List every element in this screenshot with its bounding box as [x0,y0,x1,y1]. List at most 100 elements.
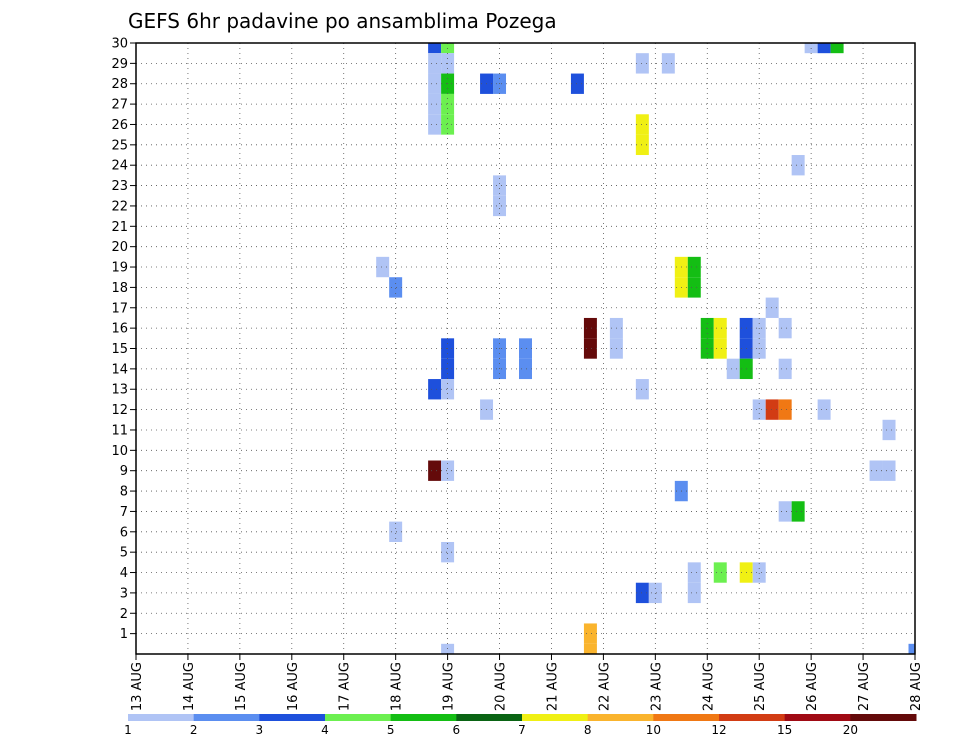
heatmap-cell [389,277,403,298]
heatmap-cell [583,643,597,654]
colorbar-label: 10 [646,723,661,737]
y-tick-label: 6 [120,525,128,540]
x-tick-label: 18 AUG [390,662,405,711]
heatmap-cell [752,399,766,420]
heatmap-cell [713,562,727,583]
y-tick-label: 15 [111,342,128,357]
heatmap-cell [687,277,701,298]
heatmap-cell [428,73,442,94]
x-tick-label: 28 AUG [909,662,924,711]
heatmap-cell [713,317,727,339]
heatmap-cell [635,379,649,400]
heatmap-cell [687,562,701,583]
colorbar-label: 8 [584,723,592,737]
heatmap-cell [376,256,390,278]
heatmap-cell [493,175,507,196]
y-tick-label: 23 [111,179,128,194]
y-tick-label: 26 [111,118,128,133]
colorbar: 1 2 3 4 5 6 7 8 10 12 15 20 [124,714,917,737]
colorbar-label: 6 [453,723,461,737]
heatmap-cell [583,338,597,359]
y-tick-label: 20 [111,240,128,255]
x-tick-label: 19 AUG [442,662,457,711]
colorbar-label: 5 [387,723,395,737]
colorbar-label: 1 [124,723,132,737]
heatmap-cell [778,399,792,420]
heatmap-cell [635,134,649,156]
heatmap-cell [752,562,766,583]
heatmap-cell [778,501,792,522]
heatmap-cell [441,379,455,400]
x-tick-label: 15 AUG [234,662,249,711]
heatmap-cell [428,114,442,135]
heatmap-cell [713,338,727,359]
heatmap-cell [428,93,442,115]
heatmap-cell [765,399,779,420]
colorbar-segment [784,714,851,721]
y-tick-label: 21 [111,220,128,235]
heatmap-cell [817,43,831,54]
heatmap-cell [726,358,740,380]
heatmap-cell [648,582,662,604]
y-tick-label: 5 [120,546,128,561]
y-tick-label: 4 [120,566,128,581]
heatmap-cell [583,317,597,339]
heatmap-cell [791,501,805,522]
heatmap-cell [441,114,455,135]
heatmap-cell [441,93,455,115]
y-tick-label: 27 [111,98,128,113]
y-tick-label: 3 [120,586,128,601]
chart-title: GEFS 6hr padavine po ansamblima Pozega [128,9,557,33]
colorbar-segment [719,714,786,721]
x-axis: 13 AUG 14 AUG 15 AUG 16 AUG 17 AUG 18 AUG 19 A… [130,654,924,711]
heatmap-cell [635,114,649,135]
heatmap-cells [376,43,915,654]
y-tick-label: 2 [120,607,128,622]
y-tick-label: 9 [120,464,128,479]
y-tick-label: 1 [120,627,128,642]
colorbar-label: 3 [256,723,264,737]
heatmap-cell [428,43,442,54]
y-tick-label: 14 [111,362,128,377]
x-tick-label: 14 AUG [182,662,197,711]
heatmap-cell [778,358,792,380]
heatmap-cell [493,195,507,217]
y-tick-label: 19 [111,261,128,276]
colorbar-label: 12 [711,723,726,737]
colorbar-segment [456,714,523,721]
heatmap-cell [908,643,915,654]
heatmap-cell [583,623,597,644]
y-tick-label: 22 [111,199,128,214]
y-tick-label: 11 [111,423,128,438]
colorbar-segment [325,714,392,721]
heatmap-cell [687,256,701,278]
heatmap-cell [765,297,779,318]
y-tick-label: 16 [111,322,128,337]
y-tick-label: 10 [111,444,128,459]
y-tick-label: 29 [111,57,128,72]
x-tick-label: 26 AUG [805,662,820,711]
heatmap-cell [882,460,896,481]
heatmap-cell [428,379,442,400]
y-tick-label: 13 [111,383,128,398]
heatmap-cell [389,521,403,542]
y-tick-label: 18 [111,281,128,296]
heatmap-cell [778,317,792,339]
heatmap-cell [428,53,442,74]
y-tick-label: 12 [111,403,128,418]
heatmap-cell [661,53,675,74]
heatmap-cell [882,419,896,441]
heatmap-cell [635,582,649,604]
y-tick-label: 25 [111,138,128,153]
heatmap-cell [519,358,532,380]
heatmap-cell [830,43,844,54]
y-tick-label: 24 [111,159,128,174]
x-tick-label: 24 AUG [701,662,716,711]
x-tick-label: 17 AUG [338,662,353,711]
y-tick-label: 7 [120,505,128,520]
x-tick-label: 13 AUG [130,662,145,711]
heatmap-cell [791,155,805,176]
colorbar-segment [522,714,589,721]
heatmap-cell [441,460,455,481]
